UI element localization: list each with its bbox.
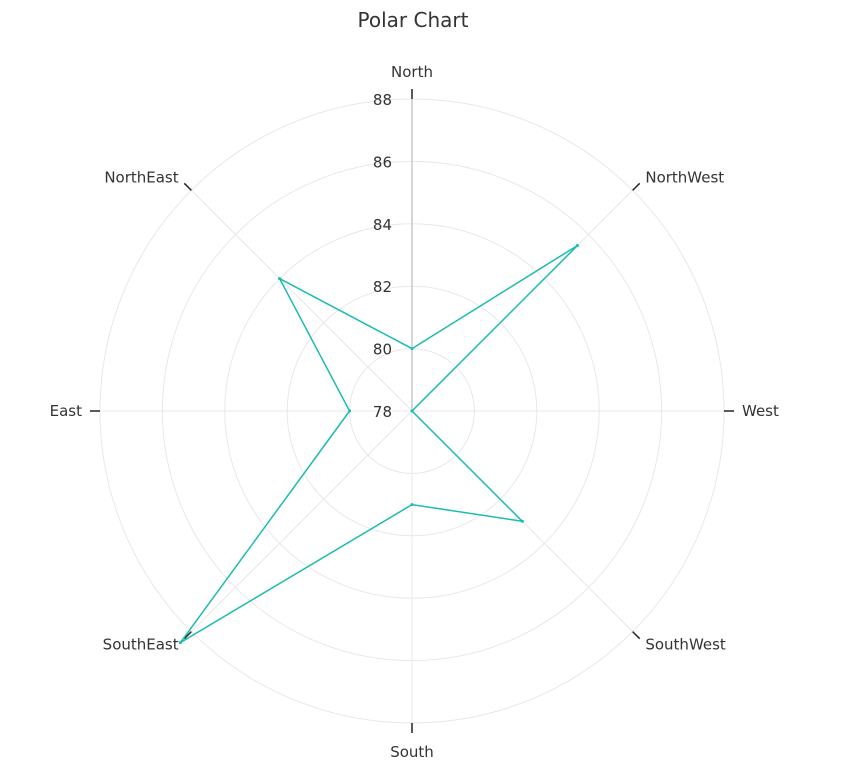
radial-tick-label: 80 — [373, 341, 392, 359]
data-point — [410, 503, 414, 507]
category-label: SouthWest — [645, 635, 726, 653]
spoke-layer — [90, 89, 734, 733]
category-tick — [632, 631, 641, 640]
category-tick — [183, 182, 192, 191]
category-label: North — [391, 63, 433, 81]
data-point — [410, 409, 414, 413]
radial-tick-label: 86 — [373, 153, 392, 171]
data-point — [348, 409, 352, 413]
category-label: NorthWest — [645, 169, 724, 187]
data-point — [178, 641, 182, 645]
radial-tick-label: 78 — [373, 403, 392, 421]
category-label: SouthEast — [103, 635, 179, 653]
category-label: NorthEast — [104, 169, 178, 187]
data-point — [520, 519, 524, 523]
radial-tick-label: 82 — [373, 278, 392, 296]
category-tick — [183, 631, 192, 640]
data-point — [575, 244, 579, 248]
spoke-line — [191, 410, 413, 632]
category-label: West — [742, 402, 779, 420]
chart-title: Polar Chart — [357, 8, 469, 32]
data-point — [410, 347, 414, 351]
category-tick — [632, 182, 641, 191]
radial-tick-label: 88 — [373, 91, 392, 109]
series-layer — [178, 244, 579, 645]
label-layer: North NorthWest West SouthWest South SouthEas… — [50, 63, 779, 761]
radial-tick-label: 84 — [373, 216, 392, 234]
spoke-line — [191, 190, 413, 412]
category-label: East — [50, 402, 82, 420]
category-label: South — [390, 743, 434, 761]
data-point — [278, 277, 282, 281]
